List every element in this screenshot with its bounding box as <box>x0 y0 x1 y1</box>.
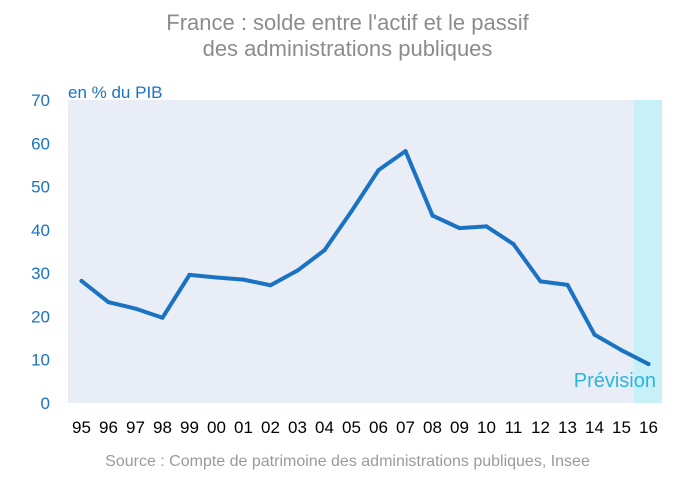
data-point <box>106 300 111 305</box>
y-tick-label: 20 <box>31 307 50 326</box>
y-axis-label: en % du PIB <box>68 83 163 102</box>
y-tick-label: 60 <box>31 134 50 153</box>
x-tick-label: 15 <box>612 418 631 437</box>
series-line <box>79 149 651 367</box>
data-point <box>322 248 327 253</box>
data-point <box>592 332 597 337</box>
x-tick-label: 08 <box>423 418 442 437</box>
y-tick-label: 10 <box>31 351 50 370</box>
data-point <box>484 224 489 229</box>
data-point <box>511 242 516 247</box>
data-point <box>376 168 381 173</box>
data-point <box>268 283 273 288</box>
x-tick-label: 16 <box>639 418 658 437</box>
y-tick-label: 30 <box>31 264 50 283</box>
chart-title-line-1: France : solde entre l'actif et le passi… <box>166 10 529 35</box>
x-tick-label: 12 <box>531 418 550 437</box>
y-tick-label: 40 <box>31 221 50 240</box>
data-point <box>349 209 354 214</box>
x-tick-label: 01 <box>234 418 253 437</box>
y-tick-label: 0 <box>41 394 50 413</box>
data-point <box>160 315 165 320</box>
x-tick-label: 96 <box>99 418 118 437</box>
data-point <box>295 268 300 273</box>
source-note: Source : Compte de patrimoine des admini… <box>105 453 590 470</box>
chart-title: France : solde entre l'actif et le passi… <box>0 10 695 62</box>
x-tick-label: 11 <box>505 418 523 437</box>
series-group <box>79 149 651 367</box>
x-tick-label: 06 <box>369 418 388 437</box>
data-point <box>133 306 138 311</box>
plot-area <box>68 100 662 403</box>
data-point <box>187 272 192 277</box>
x-tick-label: 97 <box>126 418 145 437</box>
x-tick-label: 14 <box>585 418 604 437</box>
x-tick-label: 95 <box>72 418 91 437</box>
chart-title-line-2: des administrations publiques <box>202 36 493 61</box>
x-tick-label: 02 <box>261 418 280 437</box>
data-point <box>646 362 651 367</box>
data-point <box>538 279 543 284</box>
x-tick-label: 98 <box>153 418 172 437</box>
data-point <box>79 278 84 283</box>
y-tick-label: 50 <box>31 178 50 197</box>
forecast-label: Prévision <box>574 370 656 392</box>
x-tick-label: 09 <box>450 418 469 437</box>
x-tick-label: 03 <box>288 418 307 437</box>
data-point <box>565 282 570 287</box>
data-point <box>241 277 246 282</box>
x-tick-label: 99 <box>180 418 199 437</box>
data-point <box>403 149 408 154</box>
data-point <box>457 226 462 231</box>
forecast-band <box>633 100 662 403</box>
x-tick-label: 04 <box>315 418 334 437</box>
y-axis-ticks: 0 10 20 30 40 50 60 70 <box>31 91 50 413</box>
x-tick-label: 07 <box>396 418 415 437</box>
x-tick-label: 13 <box>558 418 577 437</box>
x-tick-label: 00 <box>207 418 226 437</box>
x-tick-label: 10 <box>477 418 496 437</box>
y-tick-label: 70 <box>31 91 50 110</box>
data-point <box>430 213 435 218</box>
data-point <box>214 275 219 280</box>
x-tick-label: 05 <box>342 418 361 437</box>
x-axis-ticks: 95 96 97 98 99 00 01 02 03 04 05 06 07 08 09 10 11 12 13 14… <box>72 418 658 437</box>
data-point <box>619 348 624 353</box>
